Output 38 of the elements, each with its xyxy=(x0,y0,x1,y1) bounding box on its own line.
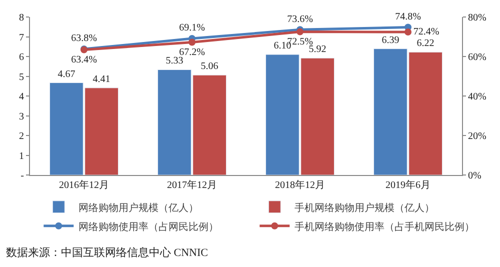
y2-tick-label: 60% xyxy=(468,52,486,63)
y-tick-label: 4 xyxy=(19,92,24,102)
y-tick-label: 8 xyxy=(19,12,24,24)
data-label: 4.67 xyxy=(58,68,76,80)
y-tick-label: - xyxy=(20,170,24,182)
y-tick-label: 7 xyxy=(19,32,24,44)
data-label: 63.4% xyxy=(71,54,97,66)
data-label: 6.22 xyxy=(416,38,434,50)
data-label: 63.8% xyxy=(71,33,97,44)
point xyxy=(404,28,412,36)
y-tick-label: 5 xyxy=(19,72,24,83)
x-tick-label: 2017年12月 xyxy=(167,179,217,191)
source-note: 数据来源：中国互联网络信息中心 CNNIC xyxy=(6,246,208,259)
data-label: 74.8% xyxy=(395,11,421,22)
data-label: 5.33 xyxy=(166,56,184,67)
data-label: 6.39 xyxy=(382,34,400,46)
y2-tick-label: 20% xyxy=(468,131,486,142)
y-tick-label: 3 xyxy=(19,111,24,122)
y2-tick-label: 0% xyxy=(468,170,482,182)
x-tick-label: 2019年6月 xyxy=(386,179,430,191)
y2-tick-label: 40% xyxy=(468,92,486,102)
data-label: 5.06 xyxy=(200,61,218,72)
x-tick-label: 2018年12月 xyxy=(275,179,325,191)
data-label: 72.4% xyxy=(413,26,440,38)
data-label: 4.41 xyxy=(92,74,110,85)
y-tick-label: 1 xyxy=(19,150,24,162)
x-tick-label: 2016年12月 xyxy=(59,179,109,191)
legend-label: 网络购物用户规模（亿人） xyxy=(78,202,199,214)
y-tick-label: 6 xyxy=(19,52,24,63)
data-label: 69.1% xyxy=(179,22,205,34)
legend-label: 网络购物使用率（占网民比例） xyxy=(78,220,219,233)
y2-tick-label: 80% xyxy=(468,12,486,24)
data-label: 5.92 xyxy=(308,44,326,56)
legend-label: 手机网络购物使用率（占手机网民比例） xyxy=(294,220,475,233)
data-label: 73.6% xyxy=(287,14,313,25)
point xyxy=(188,38,196,46)
y-tick-label: 2 xyxy=(19,131,24,142)
legend-label: 手机网络购物用户规模（亿人） xyxy=(294,202,435,214)
